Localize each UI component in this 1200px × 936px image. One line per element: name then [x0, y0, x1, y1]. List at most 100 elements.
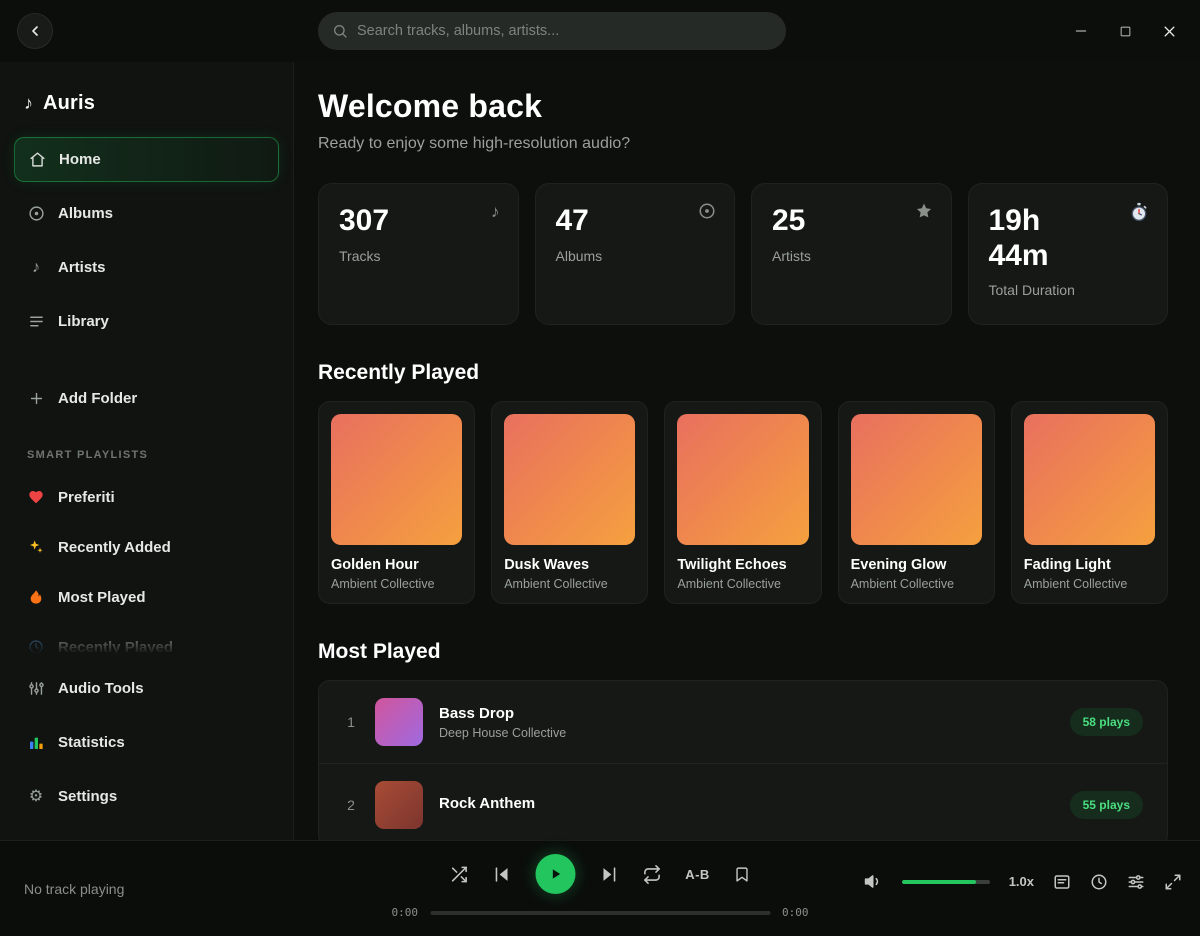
music-note-icon: ♪: [24, 93, 33, 113]
sidebar-scroll-area: ♪ Auris Home Albums ♪ Art: [0, 62, 293, 654]
recently-played-row: Golden Hour Ambient Collective Dusk Wave…: [318, 401, 1168, 605]
track-thumbnail: [375, 698, 423, 747]
home-icon: [28, 151, 46, 168]
repeat-icon: [642, 864, 661, 884]
stat-value: 47: [555, 204, 589, 237]
bookmark-icon: [734, 866, 751, 883]
album-card[interactable]: Twilight Echoes Ambient Collective: [664, 401, 822, 605]
album-title: Dusk Waves: [504, 557, 590, 574]
note-icon: ♪: [32, 258, 40, 276]
sleep-timer-button[interactable]: [1090, 873, 1108, 891]
search-icon: [332, 23, 348, 39]
volume-button[interactable]: [864, 872, 883, 891]
track-title: Rock Anthem: [439, 794, 536, 812]
page-subtitle: Ready to enjoy some high-resolution audi…: [318, 135, 631, 152]
equalizer-button[interactable]: [1127, 873, 1145, 891]
album-title: Twilight Echoes: [677, 557, 787, 574]
next-track-button[interactable]: [599, 865, 618, 884]
disc-icon: [27, 205, 45, 222]
play-button[interactable]: [535, 854, 576, 894]
playback-speed-button[interactable]: 1.0x: [1008, 874, 1034, 889]
maximize-icon: [1119, 25, 1132, 38]
track-thumbnail: [375, 781, 423, 830]
total-time: 0:00: [782, 906, 809, 919]
sidebar-item-library[interactable]: Library: [14, 299, 279, 344]
volume-slider[interactable]: [901, 879, 990, 884]
plays-badge: 55 plays: [1069, 791, 1143, 820]
album-art: [1023, 414, 1155, 546]
smart-playlists-heading: SMART PLAYLISTS: [27, 449, 149, 461]
sidebar-item-statistics[interactable]: Statistics: [14, 720, 279, 765]
repeat-button[interactable]: [642, 864, 661, 884]
speaker-icon: [864, 872, 883, 891]
maximize-button[interactable]: [1108, 14, 1142, 48]
sidebar: ♪ Auris Home Albums ♪ Art: [0, 62, 294, 840]
playlist-item-preferiti[interactable]: Preferiti: [14, 473, 279, 521]
back-button[interactable]: [17, 13, 53, 49]
progress-row: 0:00 0:00: [392, 906, 809, 919]
sidebar-item-label: Albums: [58, 205, 114, 222]
stat-value: 307: [339, 204, 390, 237]
stat-value: 19h 44m: [988, 204, 1049, 272]
ab-repeat-button[interactable]: A-B: [685, 866, 710, 882]
play-icon: [547, 866, 563, 882]
flame-icon: [27, 589, 45, 605]
expand-icon: [1164, 873, 1182, 891]
skip-back-icon: [492, 865, 511, 884]
sidebar-item-artists[interactable]: ♪ Artists: [14, 245, 279, 290]
close-button[interactable]: [1152, 14, 1186, 48]
album-card[interactable]: Golden Hour Ambient Collective: [318, 401, 476, 605]
sidebar-item-home[interactable]: Home: [14, 137, 279, 182]
lyrics-button[interactable]: [1053, 873, 1071, 891]
now-playing-status: No track playing: [24, 880, 125, 897]
search-input[interactable]: [357, 23, 772, 39]
album-title: Fading Light: [1023, 557, 1111, 574]
album-artist: Ambient Collective: [677, 577, 781, 592]
sidebar-item-label: Artists: [58, 259, 106, 276]
close-icon: [1162, 24, 1177, 39]
chevron-left-icon: [27, 23, 43, 39]
app-logo: ♪ Auris: [24, 92, 279, 115]
stat-label: Total Duration: [988, 282, 1075, 298]
stat-value: 25: [772, 204, 806, 237]
window-controls: [1064, 0, 1186, 62]
playlist-item-most-played[interactable]: Most Played: [14, 573, 279, 621]
stat-card-tracks: 307 Tracks ♪: [318, 183, 519, 325]
sidebar-item-label: Library: [58, 313, 109, 330]
sidebar-bottom-section: Audio Tools Statistics ⚙ Settings: [0, 618, 293, 840]
previous-track-button[interactable]: [492, 865, 511, 884]
album-card[interactable]: Dusk Waves Ambient Collective: [491, 401, 649, 605]
add-folder-button[interactable]: Add Folder: [14, 376, 279, 421]
minimize-button[interactable]: [1064, 14, 1098, 48]
search-bar[interactable]: [318, 12, 786, 50]
sidebar-item-label: Audio Tools: [58, 680, 144, 697]
playlist-item-recently-added[interactable]: Recently Added: [14, 523, 279, 571]
bookmark-button[interactable]: [734, 866, 751, 883]
stat-label: Artists: [772, 247, 811, 264]
shuffle-icon: [449, 865, 468, 884]
album-card[interactable]: Fading Light Ambient Collective: [1010, 401, 1168, 605]
track-title: Bass Drop: [439, 704, 515, 722]
plus-icon: [27, 390, 45, 407]
player-bar: No track playing: [0, 840, 1200, 936]
sidebar-item-label: Statistics: [58, 734, 125, 751]
seek-bar[interactable]: [430, 910, 770, 915]
album-card[interactable]: Evening Glow Ambient Collective: [837, 401, 995, 605]
sidebar-item-audio-tools[interactable]: Audio Tools: [14, 666, 279, 711]
sidebar-item-settings[interactable]: ⚙ Settings: [14, 774, 279, 819]
album-art: [677, 414, 809, 546]
album-art: [504, 414, 636, 546]
note-icon: ♪: [491, 202, 500, 221]
player-right-controls: 1.0x: [864, 841, 1182, 922]
lyrics-icon: [1053, 873, 1071, 891]
track-rank: 2: [347, 797, 355, 814]
shuffle-button[interactable]: [449, 865, 468, 884]
most-played-list: 1 Bass Drop Deep House Collective 58 pla…: [318, 680, 1168, 840]
track-row[interactable]: 2 Rock Anthem 55 plays: [319, 763, 1167, 840]
track-row[interactable]: 1 Bass Drop Deep House Collective 58 pla…: [319, 681, 1167, 763]
album-artist: Ambient Collective: [850, 577, 955, 592]
fullscreen-button[interactable]: [1164, 873, 1182, 891]
sidebar-item-albums[interactable]: Albums: [14, 191, 279, 236]
album-art: [850, 414, 982, 546]
